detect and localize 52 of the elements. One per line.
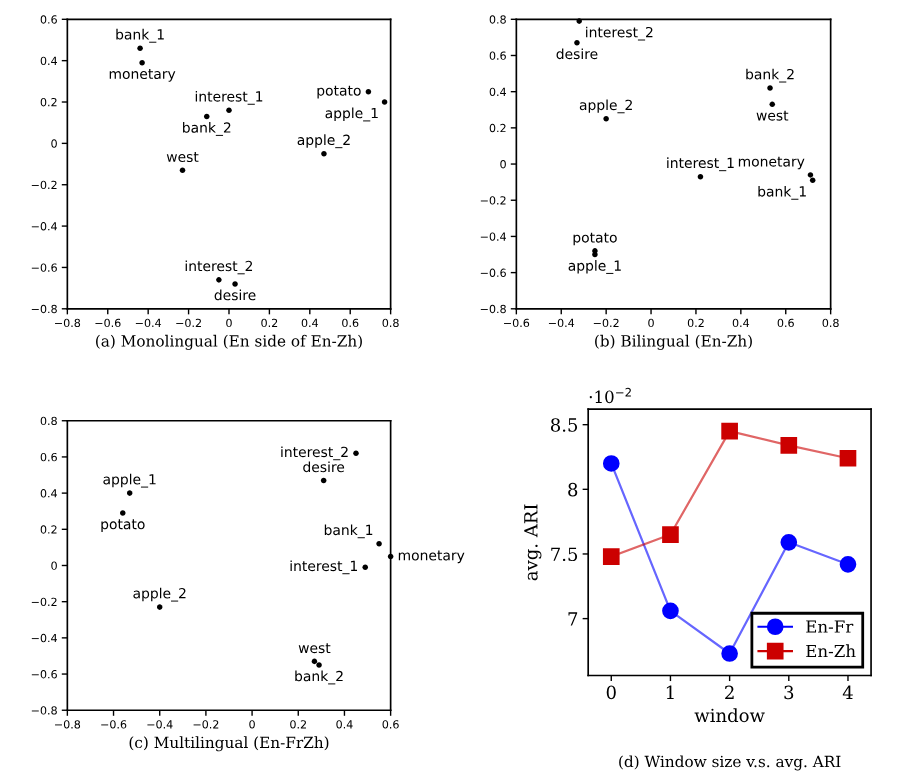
point: [602, 548, 620, 565]
point: [376, 541, 382, 547]
point: [365, 88, 372, 95]
x-axis-title: window: [694, 708, 765, 723]
point: [574, 40, 580, 46]
y-axis-title: avg. ARI: [524, 504, 542, 581]
point: [119, 510, 126, 516]
point: [780, 437, 798, 454]
point: [353, 450, 359, 457]
point: [137, 45, 143, 52]
x-tick-label: 2: [725, 685, 734, 699]
point: [576, 18, 582, 24]
point: [321, 150, 327, 157]
point: [662, 602, 679, 620]
point: [203, 113, 210, 120]
x-tick-label: 3: [784, 685, 794, 700]
legend-label: En-Fr: [806, 620, 854, 633]
point: [179, 167, 186, 174]
x-tick-label: 4: [842, 685, 853, 699]
y-tick-label: 8.5: [550, 418, 578, 432]
point: [767, 85, 773, 91]
point: [721, 645, 738, 662]
y-tick-label: 8: [568, 482, 578, 497]
point: [662, 526, 679, 543]
legend-label: En-Zh: [806, 644, 856, 658]
point: [139, 59, 145, 66]
point: [316, 662, 322, 668]
point: [780, 534, 798, 551]
y-tick-label: 7: [568, 612, 578, 626]
point: [216, 277, 222, 283]
text: ·10$^{−2}$: [589, 387, 631, 404]
point: [311, 658, 318, 665]
point: [602, 455, 620, 472]
point: [807, 172, 814, 178]
point: [126, 490, 133, 496]
point: [809, 177, 816, 184]
point: [839, 449, 857, 467]
point: [362, 564, 369, 571]
x-tick-label: 1: [666, 685, 674, 699]
point: [387, 553, 394, 560]
point: [156, 604, 163, 610]
point: [721, 422, 738, 440]
point: [226, 107, 232, 114]
y-tick-label: 7.5: [551, 547, 578, 562]
point: [381, 99, 388, 105]
point: [697, 173, 704, 180]
point: [603, 116, 609, 122]
point: [769, 101, 776, 108]
x-tick-label: 0: [606, 685, 616, 700]
point: [839, 555, 857, 573]
point: [232, 281, 238, 287]
point: [320, 477, 327, 484]
